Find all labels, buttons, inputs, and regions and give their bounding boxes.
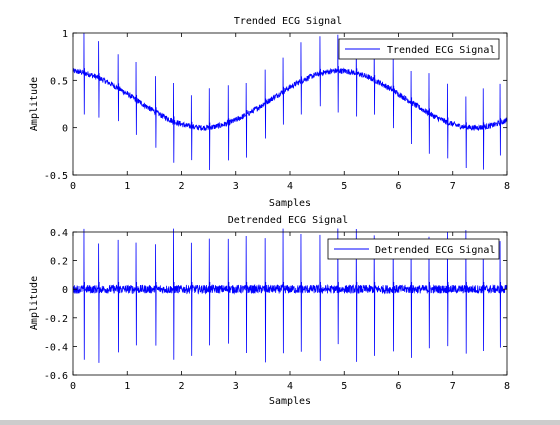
trended-x-tick-label: 4 xyxy=(287,181,293,192)
detrended-x-tick-label: 8 xyxy=(504,381,510,392)
detrended-x-tick-label: 5 xyxy=(341,381,347,392)
trended-y-tick-label: 1 xyxy=(62,29,68,40)
detrended-x-tick-label: 4 xyxy=(287,381,293,392)
trended-ticks: 0 1 2 3 4 5 6 7 8-0.500.51 xyxy=(44,29,510,192)
trended-legend-label: Trended ECG Signal xyxy=(387,45,495,56)
trended-y-tick-label: -0.5 xyxy=(44,171,68,182)
detrended-subplot: Detrended ECG Signal 0 1 2 3 4 5 6 7 8 -0.6 -0.4 -0… xyxy=(29,215,510,407)
detrended-ticks: 0 1 2 3 4 5 6 7 8 -0.6 -0.4 -0.2 0 0.2 0.4 xyxy=(44,228,510,392)
detrended-x-tick-label: 3 xyxy=(233,381,239,392)
detrended-y-tick-label: -0.6 xyxy=(44,371,68,382)
trended-x-tick-label: 3 xyxy=(233,181,239,192)
trended-legend: Trended ECG Signal xyxy=(338,38,500,60)
detrended-legend: Detrended ECG Signal xyxy=(327,238,500,260)
trended-y-tick-label: 0 xyxy=(62,124,68,135)
detrended-y-tick-label: -0.4 xyxy=(44,342,68,353)
trended-legend-box xyxy=(338,38,500,60)
detrended-y-axis-label: Amplitude xyxy=(29,276,40,330)
trended-signal-line xyxy=(72,32,508,171)
trended-x-tick-label: 0 xyxy=(70,181,76,192)
trended-x-tick-label: 8 xyxy=(504,181,510,192)
trended-x-tick-label: 1 xyxy=(124,181,130,192)
detrended-x-tick-label: 2 xyxy=(178,381,184,392)
trended-x-tick-label: 7 xyxy=(450,181,456,192)
trended-signal-group xyxy=(72,32,508,171)
trended-x-axis-label: Samples xyxy=(269,198,311,209)
trended-x-tick-label: 6 xyxy=(395,181,401,192)
detrended-x-axis-label: Samples xyxy=(269,396,311,407)
trended-subplot: Trended ECG Signal 0 1 2 3 4 5 6 7 8-0.500.51 Sa… xyxy=(29,16,510,209)
detrended-signal-group xyxy=(72,228,508,363)
detrended-x-tick-label: 7 xyxy=(450,381,456,392)
detrended-chart-title: Detrended ECG Signal xyxy=(228,215,348,226)
detrended-x-tick-label: 0 xyxy=(70,381,76,392)
detrended-legend-label: Detrended ECG Signal xyxy=(375,245,495,256)
trended-y-tick-label: 0.5 xyxy=(50,76,68,87)
detrended-legend-box xyxy=(327,238,500,260)
trended-chart-title: Trended ECG Signal xyxy=(234,16,342,27)
detrended-y-tick-label: 0.2 xyxy=(50,257,68,268)
detrended-y-tick-label: -0.2 xyxy=(44,314,68,325)
detrended-x-tick-label: 1 xyxy=(124,381,130,392)
detrended-x-tick-label: 6 xyxy=(395,381,401,392)
trended-x-tick-label: 2 xyxy=(178,181,184,192)
trended-y-axis-label: Amplitude xyxy=(29,77,40,131)
detrended-y-tick-label: 0.4 xyxy=(50,228,68,239)
trended-x-tick-label: 5 xyxy=(341,181,347,192)
detrended-signal-line xyxy=(72,228,508,363)
detrended-y-tick-label: 0 xyxy=(62,285,68,296)
